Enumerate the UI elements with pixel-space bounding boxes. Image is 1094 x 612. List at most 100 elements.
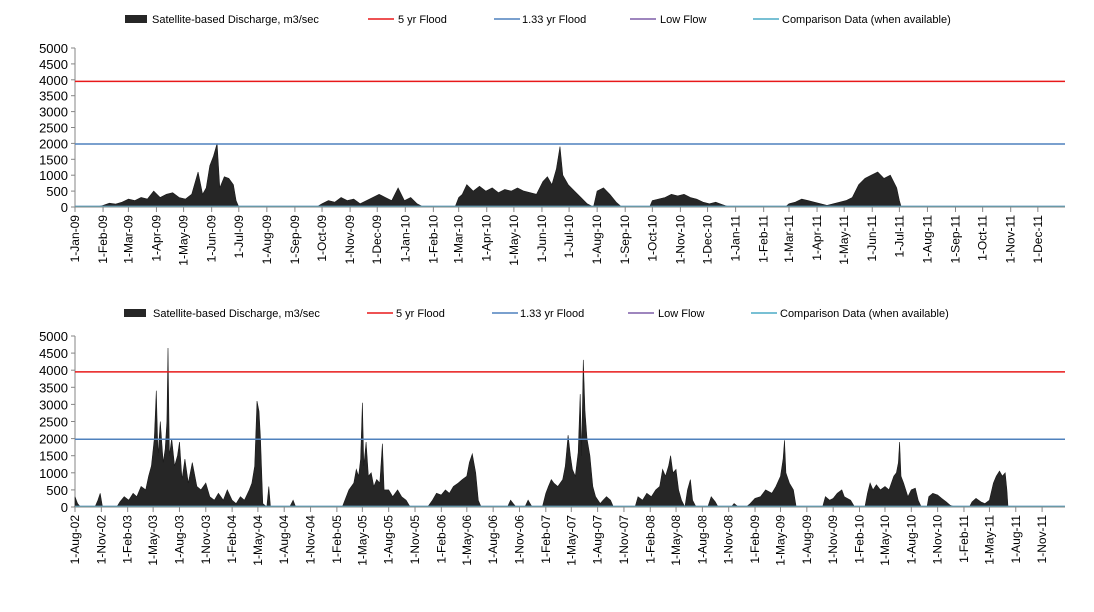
x-tick-label: 1-May-06 [460, 515, 474, 566]
y-tick-label: 1000 [39, 168, 68, 183]
x-tick-label: 1-Feb-09 [96, 215, 110, 264]
x-tick-label: 1-Aug-03 [173, 515, 187, 565]
x-tick-label: 1-Apr-10 [480, 215, 494, 262]
legend-item: Satellite-based Discharge, m3/sec [125, 14, 319, 26]
y-tick-label: 1500 [39, 449, 68, 464]
y-tick-label: 3000 [39, 105, 68, 120]
y-tick-label: 4500 [39, 346, 68, 361]
chart-panel-bottom: Satellite-based Discharge, m3/sec 5 yr Fl… [0, 298, 1094, 607]
x-tick-label: 1-Nov-08 [722, 515, 736, 565]
x-tick-label: 1-Mar-11 [782, 215, 796, 263]
x-tick-label: 1-Aug-11 [920, 215, 934, 264]
legend-item: Low Flow [628, 308, 705, 320]
legend-label: 1.33 yr Flood [522, 14, 586, 26]
y-tick-label: 5000 [39, 329, 68, 344]
discharge-chart-2009-2011: Satellite-based Discharge, m3/sec 5 yr Fl… [39, 14, 1065, 266]
legend-label: Satellite-based Discharge, m3/sec [153, 308, 320, 320]
x-tick-label: 1-May-05 [355, 515, 369, 566]
x-tick-label: 1-Nov-07 [617, 515, 631, 565]
x-tick-label: 1-Apr-09 [149, 215, 163, 262]
x-tick-label: 1-Jan-10 [398, 215, 412, 263]
x-tick-label: 1-Sep-09 [288, 215, 302, 265]
x-tick-label: 1-Feb-07 [539, 515, 553, 564]
x-tick-label: 1-May-11 [982, 515, 996, 565]
x-tick-label: 1-Aug-09 [800, 515, 814, 565]
x-tick-label: 1-May-03 [146, 515, 160, 566]
x-tick-label: 1-Sep-10 [618, 215, 632, 265]
discharge-area [74, 347, 1065, 508]
x-tick-label: 1-Feb-10 [426, 215, 440, 264]
legend-swatch [124, 309, 146, 317]
x-tick-label: 1-Jul-10 [562, 215, 576, 259]
x-tick-label: 1-Nov-05 [408, 515, 422, 565]
legend-label: 5 yr Flood [396, 308, 445, 320]
y-tick-label: 2000 [39, 432, 68, 447]
legend-item: Satellite-based Discharge, m3/sec [124, 308, 320, 320]
y-tick-label: 4000 [39, 363, 68, 378]
x-tick-label: 1-May-09 [177, 215, 191, 266]
y-tick-label: 2500 [39, 415, 68, 430]
legend-label: 5 yr Flood [398, 14, 447, 26]
x-tick-label: 1-Aug-06 [486, 515, 500, 565]
y-tick-label: 3000 [39, 397, 68, 412]
x-tick-label: 1-Dec-11 [1031, 215, 1045, 264]
x-tick-label: 1-Oct-09 [315, 215, 329, 262]
x-tick-label: 1-Nov-03 [199, 515, 213, 565]
x-tick-label: 1-Jul-09 [232, 215, 246, 259]
x-tick-label: 1-Nov-11 [1004, 215, 1018, 264]
x-tick-label: 1-Feb-11 [957, 515, 971, 563]
legend-label: Comparison Data (when available) [780, 308, 949, 320]
x-tick-label: 1-Aug-05 [382, 515, 396, 565]
x-tick-label: 1-Nov-10 [931, 515, 945, 565]
x-tick-label: 1-Jun-10 [535, 215, 549, 263]
legend-item: 1.33 yr Flood [494, 14, 586, 26]
x-tick-label: 1-Feb-08 [643, 515, 657, 564]
legend-item: 5 yr Flood [367, 308, 445, 320]
x-tick-label: 1-Feb-04 [225, 515, 239, 564]
x-tick-label: 1-Dec-10 [701, 215, 715, 265]
x-tick-label: 1-Aug-10 [904, 515, 918, 565]
x-tick-label: 1-Nov-09 [826, 515, 840, 565]
x-tick-label: 1-Aug-07 [591, 515, 605, 565]
x-tick-label: 1-May-10 [878, 515, 892, 566]
x-tick-label: 1-Aug-11 [1009, 515, 1023, 564]
legend-label: Low Flow [660, 14, 707, 26]
discharge-chart-2002-2011: Satellite-based Discharge, m3/sec 5 yr Fl… [39, 308, 1065, 566]
y-tick-label: 4500 [39, 57, 68, 72]
y-tick-label: 500 [46, 184, 68, 199]
x-tick-label: 1-May-08 [669, 515, 683, 566]
x-tick-label: 1-Feb-11 [757, 215, 771, 263]
legend-label: Low Flow [658, 308, 705, 320]
x-tick-label: 1-May-10 [507, 215, 521, 266]
chart-2: Satellite-based Discharge, m3/sec 5 yr Fl… [39, 308, 1065, 566]
x-tick-label: 1-Aug-04 [277, 515, 291, 565]
x-tick-label: 1-Nov-06 [513, 515, 527, 565]
legend: Satellite-based Discharge, m3/sec 5 yr Fl… [125, 14, 951, 26]
x-tick-label: 1-May-09 [774, 515, 788, 566]
x-tick-label: 1-Oct-11 [976, 215, 990, 261]
y-tick-label: 2000 [39, 136, 68, 151]
legend: Satellite-based Discharge, m3/sec 5 yr Fl… [124, 308, 949, 320]
x-tick-label: 1-Nov-11 [1035, 515, 1049, 564]
x-tick-label: 1-Nov-02 [94, 515, 108, 565]
x-tick-label: 1-Aug-10 [590, 215, 604, 265]
x-tick-label: 1-May-07 [564, 515, 578, 566]
y-tick-label: 2500 [39, 121, 68, 136]
x-tick-label: 1-Oct-10 [645, 215, 659, 262]
legend-item: Comparison Data (when available) [753, 14, 951, 26]
y-tick-label: 1000 [39, 466, 68, 481]
legend-item: 5 yr Flood [368, 14, 447, 26]
legend-item: 1.33 yr Flood [492, 308, 584, 320]
y-tick-label: 1500 [39, 152, 68, 167]
chart-panel-top: Satellite-based Discharge, m3/sec 5 yr Fl… [0, 0, 1094, 295]
y-tick-label: 5000 [39, 41, 68, 56]
discharge-area [75, 143, 1065, 208]
x-tick-label: 1-Jan-11 [729, 215, 743, 262]
legend-label: Comparison Data (when available) [782, 14, 951, 26]
x-tick-label: 1-Nov-09 [343, 215, 357, 265]
x-tick-label: 1-Feb-03 [121, 515, 135, 564]
x-tick-label: 1-Aug-02 [68, 515, 82, 565]
x-tick-label: 1-Apr-11 [810, 215, 824, 261]
x-tick-label: 1-Dec-09 [370, 215, 384, 265]
x-tick-label: 1-Feb-05 [330, 515, 344, 564]
